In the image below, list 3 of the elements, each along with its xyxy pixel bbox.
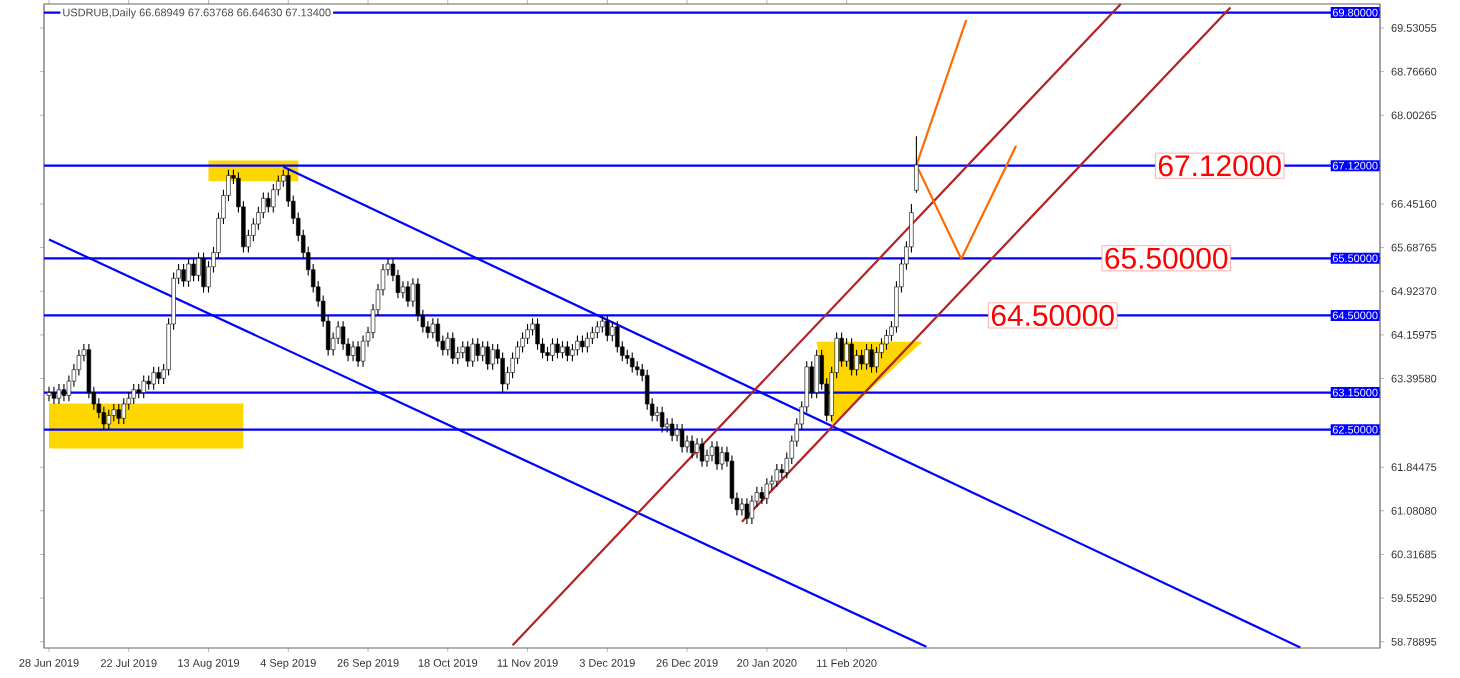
annotation: 67.12000: [1158, 155, 1281, 177]
annotation: 65.50000: [1105, 247, 1228, 269]
annotation: 64.50000: [991, 304, 1114, 326]
